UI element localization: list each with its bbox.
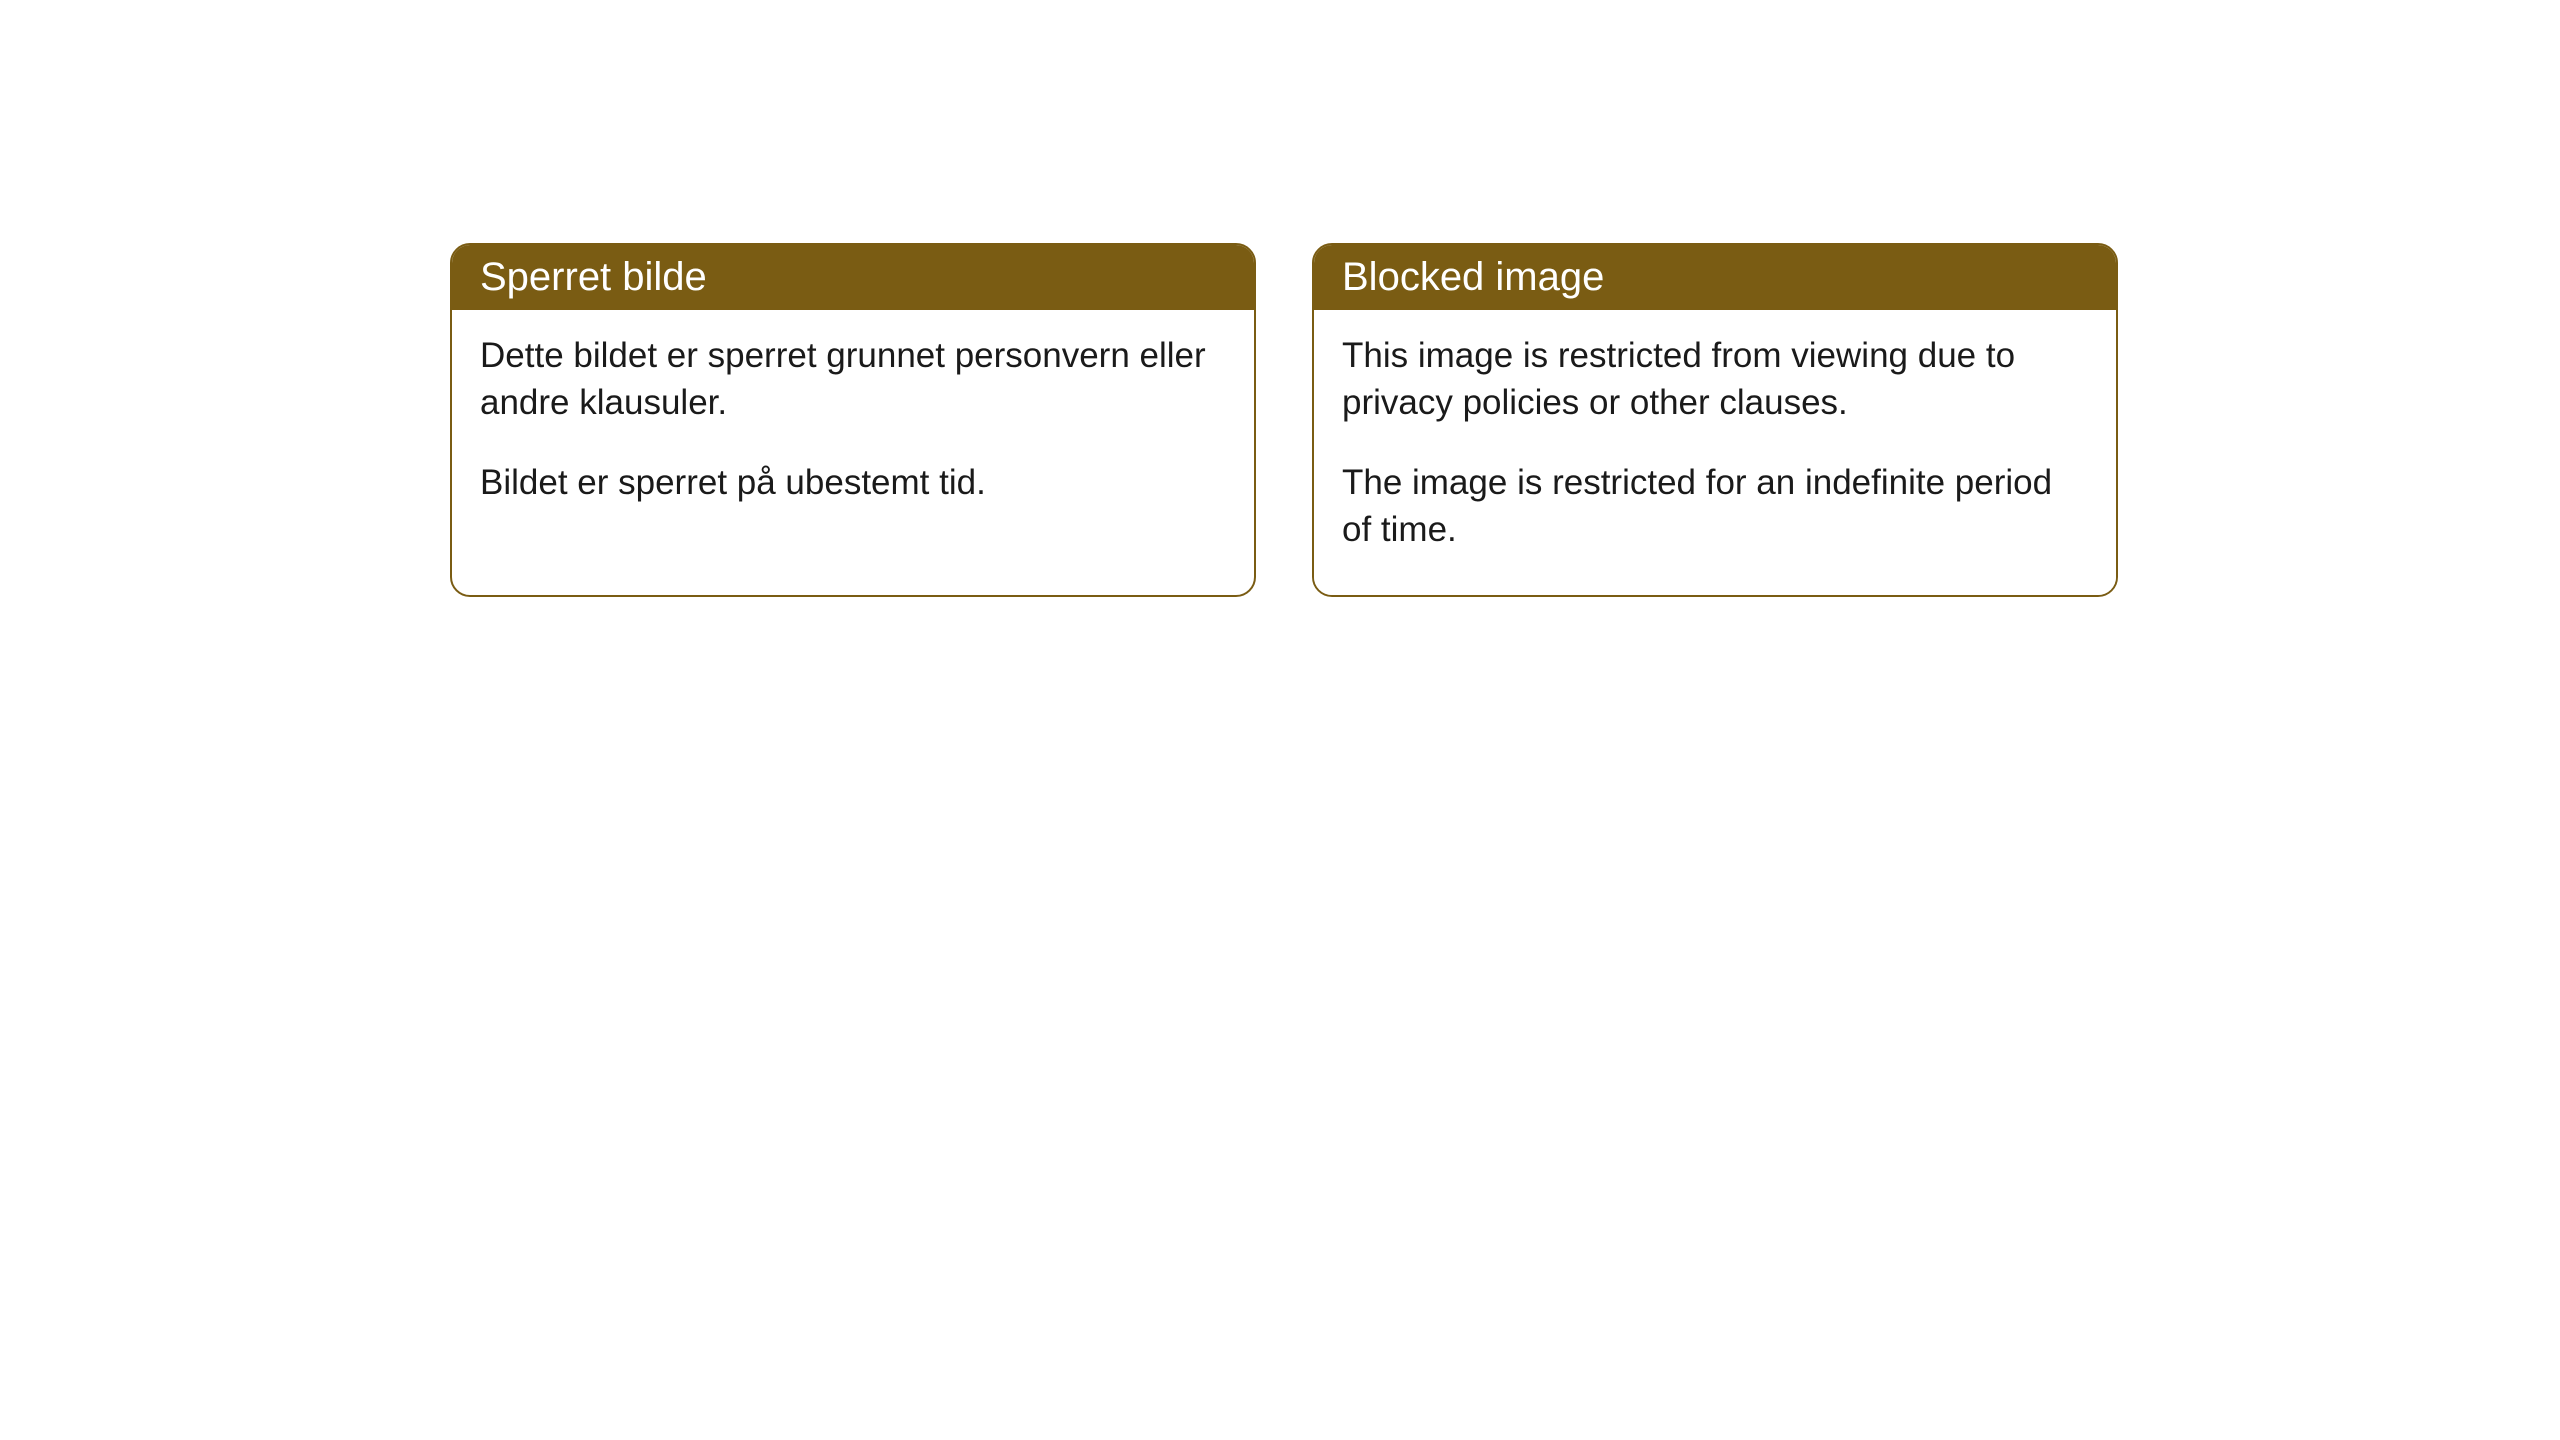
- card-paragraph-1-en: This image is restricted from viewing du…: [1342, 332, 2088, 427]
- card-header-no: Sperret bilde: [452, 245, 1254, 310]
- blocked-image-card-en: Blocked image This image is restricted f…: [1312, 243, 2118, 597]
- blocked-image-card-no: Sperret bilde Dette bildet er sperret gr…: [450, 243, 1256, 597]
- card-header-en: Blocked image: [1314, 245, 2116, 310]
- card-paragraph-1-no: Dette bildet er sperret grunnet personve…: [480, 332, 1226, 427]
- card-body-en: This image is restricted from viewing du…: [1314, 310, 2116, 595]
- card-title-no: Sperret bilde: [480, 255, 707, 299]
- card-body-no: Dette bildet er sperret grunnet personve…: [452, 310, 1254, 548]
- cards-container: Sperret bilde Dette bildet er sperret gr…: [450, 243, 2118, 597]
- card-title-en: Blocked image: [1342, 255, 1604, 299]
- card-paragraph-2-en: The image is restricted for an indefinit…: [1342, 459, 2088, 554]
- card-paragraph-2-no: Bildet er sperret på ubestemt tid.: [480, 459, 1226, 506]
